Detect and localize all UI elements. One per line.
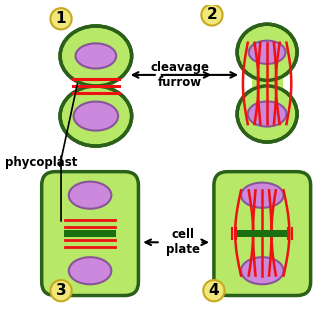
Ellipse shape xyxy=(69,182,111,209)
Circle shape xyxy=(50,8,72,29)
Ellipse shape xyxy=(241,257,283,284)
FancyBboxPatch shape xyxy=(42,172,138,296)
Ellipse shape xyxy=(241,182,283,208)
Ellipse shape xyxy=(60,86,132,146)
Ellipse shape xyxy=(69,257,111,284)
Ellipse shape xyxy=(237,86,297,142)
Circle shape xyxy=(50,280,72,301)
Text: 2: 2 xyxy=(207,7,217,22)
FancyBboxPatch shape xyxy=(236,230,288,237)
Text: 3: 3 xyxy=(56,283,66,298)
Ellipse shape xyxy=(76,43,116,68)
Circle shape xyxy=(203,280,224,301)
Circle shape xyxy=(201,4,223,26)
Text: phycoplast: phycoplast xyxy=(6,156,78,170)
Text: 4: 4 xyxy=(209,283,219,298)
Ellipse shape xyxy=(60,26,132,86)
Text: cell
plate: cell plate xyxy=(166,228,200,256)
Ellipse shape xyxy=(237,24,297,80)
Text: cleavage
furrow: cleavage furrow xyxy=(150,61,210,89)
Ellipse shape xyxy=(249,41,285,64)
FancyBboxPatch shape xyxy=(77,47,115,125)
FancyBboxPatch shape xyxy=(251,44,283,122)
Ellipse shape xyxy=(248,101,286,127)
Ellipse shape xyxy=(74,101,118,130)
Text: 1: 1 xyxy=(56,11,66,26)
FancyBboxPatch shape xyxy=(64,230,116,237)
FancyBboxPatch shape xyxy=(214,172,311,296)
